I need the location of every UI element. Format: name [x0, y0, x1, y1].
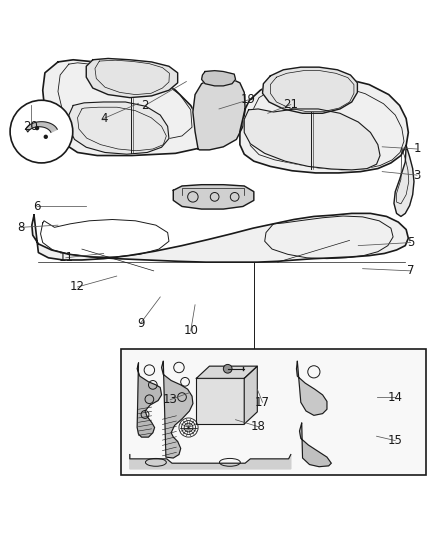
Polygon shape — [394, 146, 414, 216]
Polygon shape — [173, 184, 254, 209]
Polygon shape — [32, 213, 408, 262]
Text: 11: 11 — [58, 251, 73, 264]
Text: 1: 1 — [413, 142, 421, 156]
Polygon shape — [262, 67, 357, 114]
Text: 5: 5 — [407, 236, 414, 249]
Text: 21: 21 — [283, 98, 298, 111]
Text: 2: 2 — [141, 99, 149, 112]
Text: 13: 13 — [163, 393, 178, 406]
Text: 18: 18 — [251, 420, 265, 433]
Circle shape — [44, 135, 48, 139]
Text: 19: 19 — [241, 93, 256, 106]
Circle shape — [35, 126, 39, 130]
Polygon shape — [86, 59, 178, 98]
Polygon shape — [196, 366, 257, 378]
Circle shape — [223, 365, 232, 373]
Text: 15: 15 — [388, 434, 403, 447]
Text: 3: 3 — [413, 168, 421, 182]
Polygon shape — [201, 71, 236, 86]
Bar — [196, 378, 244, 424]
Circle shape — [10, 100, 73, 163]
FancyBboxPatch shape — [121, 349, 426, 475]
Polygon shape — [297, 361, 327, 415]
Text: 8: 8 — [17, 221, 25, 234]
Text: 20: 20 — [24, 120, 39, 133]
Polygon shape — [240, 76, 408, 173]
Polygon shape — [244, 366, 257, 424]
Text: 4: 4 — [100, 112, 107, 125]
Polygon shape — [130, 455, 291, 469]
Text: 6: 6 — [33, 200, 41, 213]
Text: 17: 17 — [255, 396, 270, 409]
Polygon shape — [300, 423, 331, 467]
Polygon shape — [137, 363, 162, 437]
Text: 10: 10 — [183, 325, 198, 337]
Text: 9: 9 — [137, 317, 145, 329]
Polygon shape — [26, 122, 57, 132]
Text: 12: 12 — [70, 280, 85, 294]
Text: 14: 14 — [388, 391, 403, 403]
Text: 7: 7 — [407, 264, 414, 277]
Polygon shape — [69, 102, 169, 154]
Polygon shape — [193, 77, 245, 150]
Polygon shape — [162, 361, 193, 458]
Polygon shape — [43, 60, 201, 156]
Polygon shape — [244, 109, 380, 170]
